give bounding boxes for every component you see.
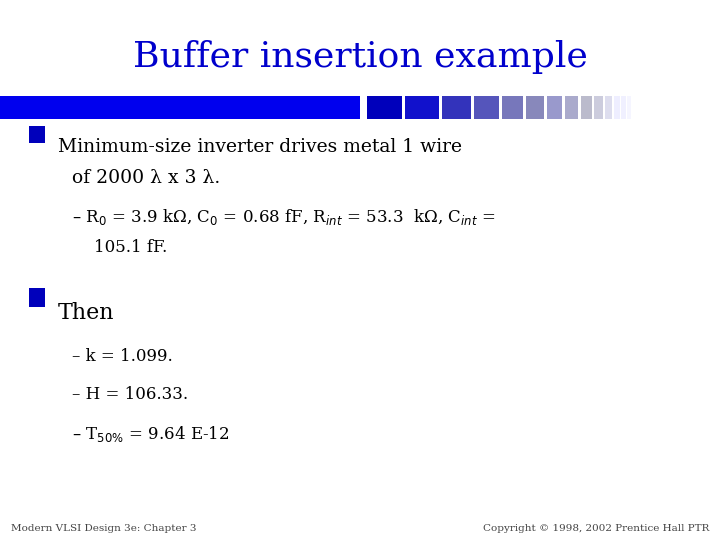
Bar <box>614 96 620 119</box>
Bar <box>442 96 471 119</box>
Text: – T$_{50\%}$ = 9.64 E-12: – T$_{50\%}$ = 9.64 E-12 <box>72 424 230 444</box>
Bar <box>526 96 544 119</box>
Bar <box>594 96 603 119</box>
Text: Minimum-size inverter drives metal 1 wire: Minimum-size inverter drives metal 1 wir… <box>58 138 462 156</box>
Bar <box>565 96 578 119</box>
Bar <box>621 96 626 119</box>
Text: Then: Then <box>58 302 114 325</box>
Bar <box>29 126 45 143</box>
Text: – H = 106.33.: – H = 106.33. <box>72 386 188 403</box>
Bar <box>581 96 592 119</box>
Bar <box>0 96 360 119</box>
Text: of 2000 λ x 3 λ.: of 2000 λ x 3 λ. <box>72 169 220 187</box>
Bar <box>627 96 631 119</box>
Bar <box>605 96 612 119</box>
Text: Copyright © 1998, 2002 Prentice Hall PTR: Copyright © 1998, 2002 Prentice Hall PTR <box>483 524 709 532</box>
Bar <box>474 96 499 119</box>
Text: Buffer insertion example: Buffer insertion example <box>132 40 588 73</box>
Bar <box>29 288 45 307</box>
Text: – k = 1.099.: – k = 1.099. <box>72 348 173 365</box>
Bar <box>547 96 562 119</box>
Bar <box>502 96 523 119</box>
Text: Modern VLSI Design 3e: Chapter 3: Modern VLSI Design 3e: Chapter 3 <box>11 524 197 532</box>
Bar <box>367 96 402 119</box>
Text: 105.1 fF.: 105.1 fF. <box>94 239 167 256</box>
Text: – R$_0$ = 3.9 kΩ, C$_0$ = 0.68 fF, R$_{int}$ = 53.3  kΩ, C$_{int}$ =: – R$_0$ = 3.9 kΩ, C$_0$ = 0.68 fF, R$_{i… <box>72 207 495 227</box>
Bar <box>405 96 439 119</box>
